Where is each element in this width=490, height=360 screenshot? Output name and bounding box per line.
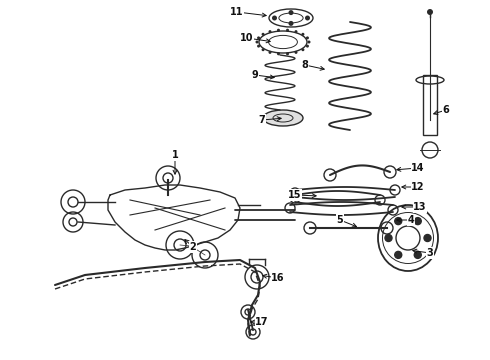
Circle shape <box>269 51 271 54</box>
Text: 14: 14 <box>411 163 425 173</box>
Text: 3: 3 <box>427 248 433 258</box>
Circle shape <box>306 45 309 48</box>
Circle shape <box>395 217 402 225</box>
Circle shape <box>294 51 297 54</box>
Circle shape <box>269 30 271 33</box>
Text: 12: 12 <box>411 182 425 192</box>
Circle shape <box>414 251 421 258</box>
Circle shape <box>255 41 259 44</box>
Text: 10: 10 <box>240 33 254 43</box>
Circle shape <box>257 36 260 39</box>
Circle shape <box>414 217 421 225</box>
Text: 6: 6 <box>442 105 449 115</box>
Text: 5: 5 <box>337 215 343 225</box>
Circle shape <box>289 21 294 26</box>
Circle shape <box>308 41 311 44</box>
Circle shape <box>385 234 392 242</box>
Circle shape <box>286 52 289 55</box>
Text: 2: 2 <box>190 242 196 252</box>
Text: 17: 17 <box>255 317 269 327</box>
Circle shape <box>294 30 297 33</box>
Text: 11: 11 <box>230 7 244 17</box>
Bar <box>423 75 437 135</box>
Circle shape <box>257 45 260 48</box>
Text: 15: 15 <box>288 190 302 200</box>
Circle shape <box>262 33 265 36</box>
Circle shape <box>289 10 294 15</box>
Ellipse shape <box>263 110 303 126</box>
Text: 13: 13 <box>413 202 427 212</box>
Text: 1: 1 <box>172 150 178 160</box>
Circle shape <box>272 15 277 21</box>
Circle shape <box>262 48 265 51</box>
Circle shape <box>301 33 304 36</box>
Text: 7: 7 <box>259 115 266 125</box>
Text: 16: 16 <box>271 273 285 283</box>
Circle shape <box>277 52 280 55</box>
Circle shape <box>395 251 402 258</box>
Circle shape <box>305 15 310 21</box>
Circle shape <box>301 48 304 51</box>
Text: 4: 4 <box>408 215 415 225</box>
Circle shape <box>306 36 309 39</box>
Circle shape <box>424 234 431 242</box>
Circle shape <box>277 29 280 32</box>
Circle shape <box>286 29 289 32</box>
Circle shape <box>427 9 433 15</box>
Text: 9: 9 <box>252 70 258 80</box>
Text: 8: 8 <box>301 60 308 70</box>
